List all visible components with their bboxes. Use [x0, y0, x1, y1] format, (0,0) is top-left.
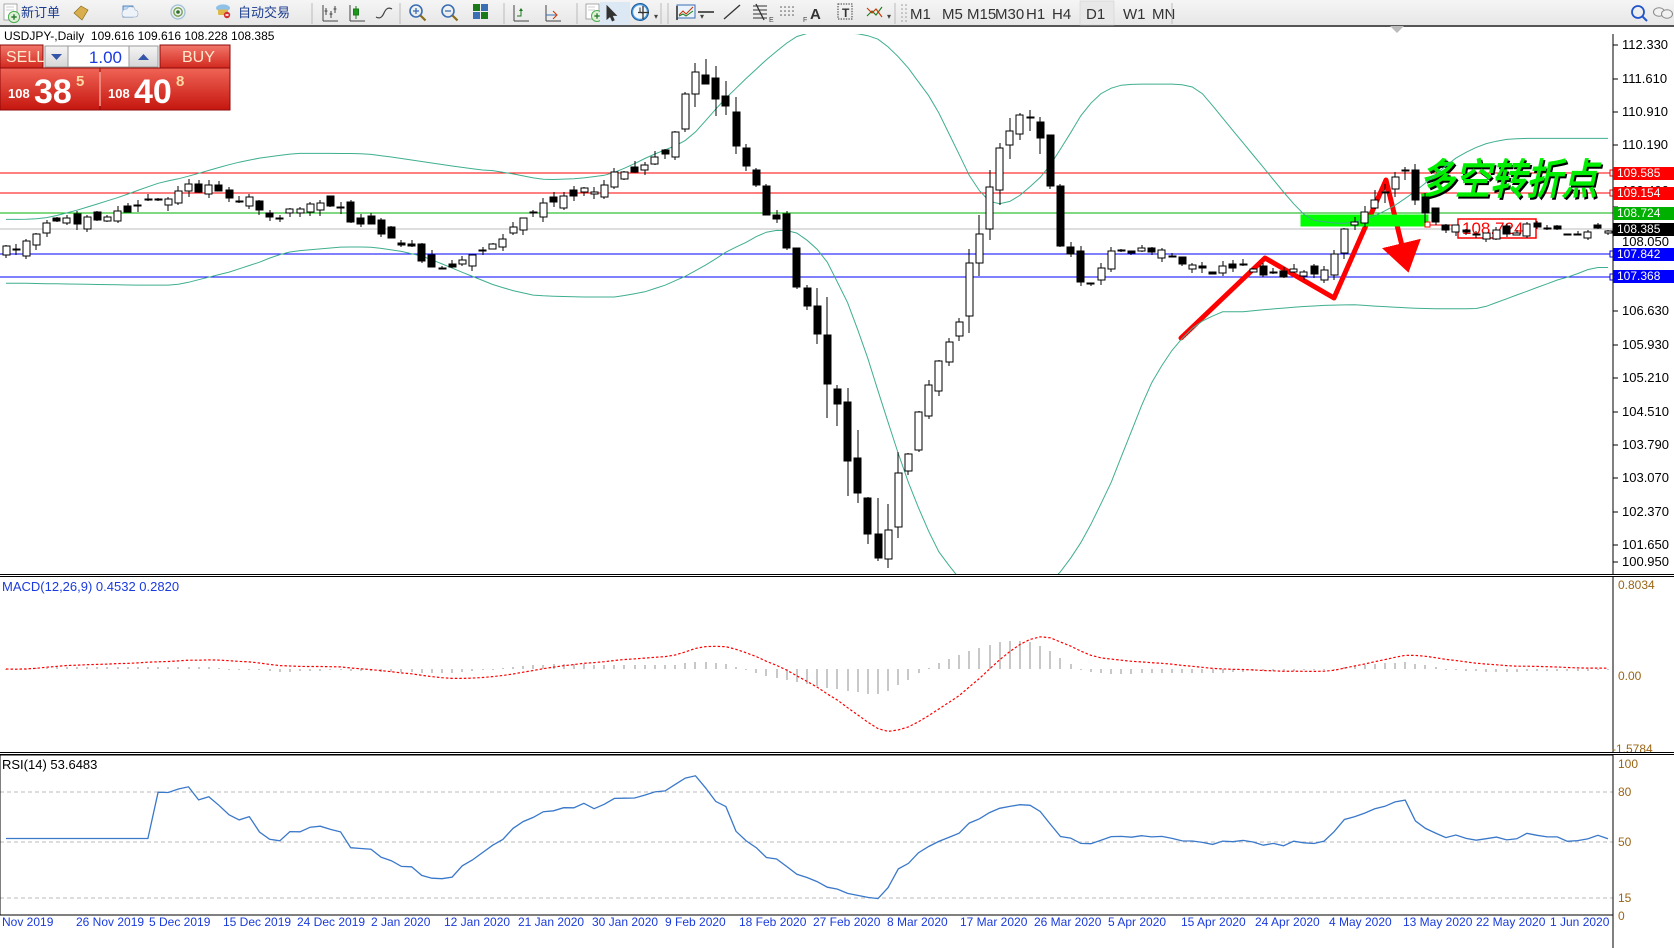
svg-text:0: 0: [1618, 909, 1625, 923]
svg-text:112.330: 112.330: [1622, 37, 1668, 52]
svg-text:101.650: 101.650: [1622, 537, 1669, 552]
svg-text:109.154: 109.154: [1617, 186, 1661, 200]
svg-text:80: 80: [1618, 785, 1632, 799]
svg-text:100: 100: [1618, 757, 1638, 771]
svg-text:1.00: 1.00: [89, 48, 122, 67]
svg-text:SELL: SELL: [6, 49, 45, 66]
svg-text:104.510: 104.510: [1622, 404, 1669, 419]
svg-text:107.842: 107.842: [1617, 247, 1661, 261]
svg-text:105.210: 105.210: [1622, 370, 1669, 385]
svg-text:0.00: 0.00: [1618, 669, 1642, 683]
svg-text:107.368: 107.368: [1617, 269, 1661, 283]
svg-text:105.930: 105.930: [1622, 337, 1669, 352]
svg-text:5: 5: [76, 73, 84, 90]
svg-text:110.190: 110.190: [1622, 137, 1668, 152]
svg-text:15: 15: [1618, 891, 1632, 905]
svg-text:50: 50: [1618, 835, 1632, 849]
svg-text:8: 8: [176, 73, 184, 90]
svg-text:40: 40: [134, 73, 172, 111]
svg-text:BUY: BUY: [182, 49, 215, 66]
svg-text:102.370: 102.370: [1622, 504, 1669, 519]
svg-text:110.910: 110.910: [1622, 104, 1668, 119]
svg-text:100.950: 100.950: [1622, 554, 1669, 569]
svg-text:0.8034: 0.8034: [1618, 578, 1655, 592]
svg-text:108: 108: [108, 86, 130, 101]
svg-text:111.610: 111.610: [1622, 71, 1667, 86]
svg-text:108: 108: [8, 86, 30, 101]
svg-text:103.070: 103.070: [1622, 470, 1669, 485]
svg-text:108.385: 108.385: [1617, 222, 1661, 236]
svg-text:多空转折点: 多空转折点: [1419, 157, 1602, 203]
svg-text:103.790: 103.790: [1622, 437, 1669, 452]
svg-text:108.724: 108.724: [1617, 206, 1661, 220]
svg-text:38: 38: [34, 73, 72, 111]
svg-text:109.585: 109.585: [1617, 166, 1661, 180]
svg-text:106.630: 106.630: [1622, 303, 1669, 318]
